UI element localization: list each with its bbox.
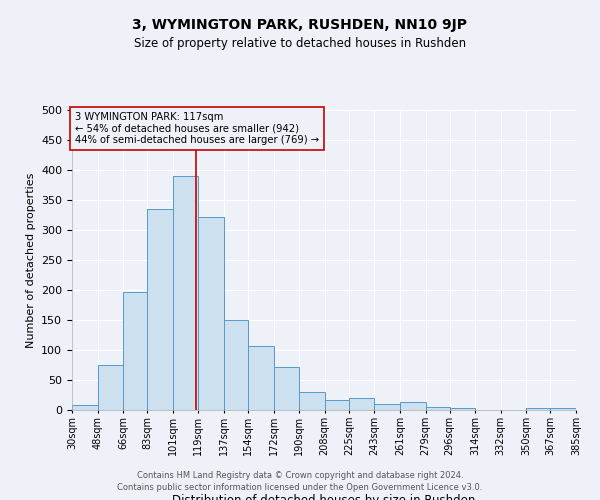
Text: 3, WYMINGTON PARK, RUSHDEN, NN10 9JP: 3, WYMINGTON PARK, RUSHDEN, NN10 9JP <box>133 18 467 32</box>
Text: Contains public sector information licensed under the Open Government Licence v3: Contains public sector information licen… <box>118 484 482 492</box>
Bar <box>147 209 173 410</box>
Bar <box>173 176 199 410</box>
Bar <box>199 217 224 410</box>
Bar <box>449 408 475 410</box>
Text: 3 WYMINGTON PARK: 117sqm
← 54% of detached houses are smaller (942)
44% of semi-: 3 WYMINGTON PARK: 117sqm ← 54% of detach… <box>75 112 319 145</box>
Bar <box>299 392 325 410</box>
Bar <box>425 407 449 410</box>
Bar <box>274 367 299 410</box>
Bar <box>123 292 147 410</box>
Bar <box>248 346 274 410</box>
Bar <box>374 404 400 410</box>
X-axis label: Distribution of detached houses by size in Rushden: Distribution of detached houses by size … <box>172 494 476 500</box>
Bar <box>325 400 349 410</box>
Bar <box>224 320 248 410</box>
Y-axis label: Number of detached properties: Number of detached properties <box>26 172 35 348</box>
Bar <box>400 402 425 410</box>
Bar <box>526 408 550 410</box>
Bar <box>550 408 576 410</box>
Bar <box>98 365 123 410</box>
Text: Contains HM Land Registry data © Crown copyright and database right 2024.: Contains HM Land Registry data © Crown c… <box>137 471 463 480</box>
Text: Size of property relative to detached houses in Rushden: Size of property relative to detached ho… <box>134 38 466 51</box>
Bar <box>72 405 98 410</box>
Bar <box>349 398 374 410</box>
